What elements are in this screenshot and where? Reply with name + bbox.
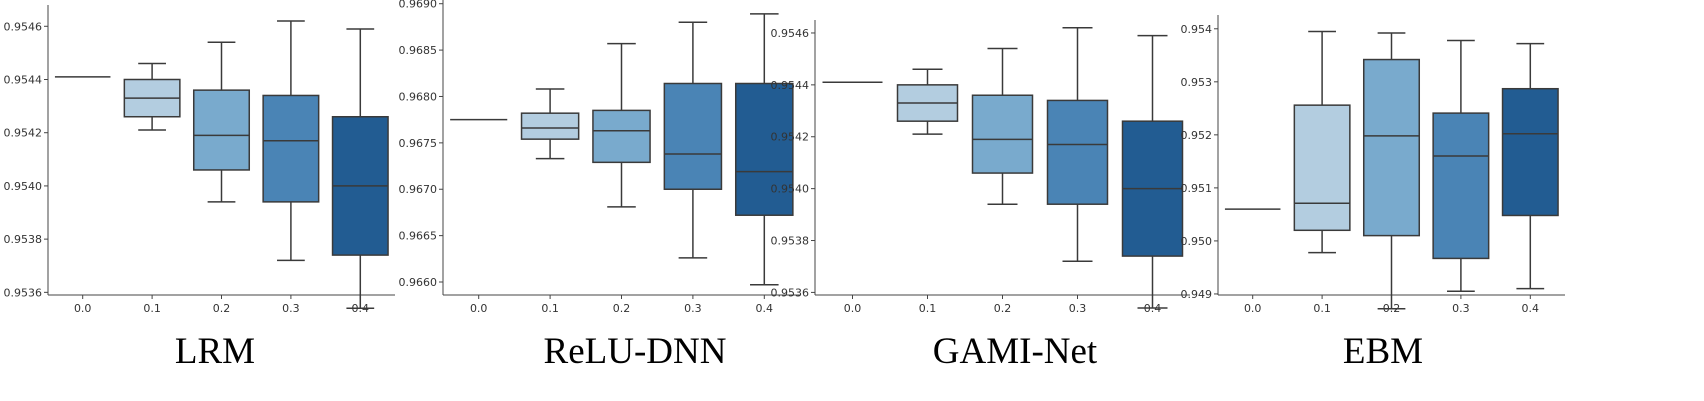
box-0.2 — [592, 42, 651, 208]
y-tick-label: 0.9542 — [771, 131, 810, 144]
x-tick-label: 0.4 — [756, 302, 774, 315]
panel-lrm: 0.9536 0.9538 0.9540 0.9542 0.9544 0.9546 0.0 0… — [4, 5, 395, 315]
y-tick-label: 0.9540 — [771, 183, 810, 196]
iqr-box — [734, 82, 794, 216]
panel-title-gami-net: GAMI-Net — [932, 331, 1098, 372]
y-tick-label: 0.9538 — [771, 235, 810, 248]
y-tick-label: 0.9685 — [399, 44, 438, 57]
y-tick-label: 0.9546 — [771, 27, 810, 40]
x-tick-label: 0.0 — [470, 302, 488, 315]
panel-gami-net: 0.9536 0.9538 0.9540 0.9542 0.9544 0.9546 0.0 0… — [771, 20, 1190, 315]
iqr-box — [1432, 112, 1490, 260]
iqr-box — [520, 112, 580, 140]
y-tick-label: 0.9544 — [771, 79, 810, 92]
iqr-box — [262, 94, 320, 203]
y-tick-label: 0.953 — [1181, 76, 1213, 89]
y-tick-label: 0.9690 — [399, 0, 438, 11]
x-tick-label: 0.2 — [213, 302, 231, 315]
y-tick-label: 0.9680 — [399, 90, 438, 103]
x-tick-label: 0.1 — [143, 302, 161, 315]
y-tick-label: 0.9546 — [4, 20, 43, 33]
box-0.1 — [1293, 30, 1351, 254]
panel-title-lrm: LRM — [174, 331, 256, 372]
x-tick-label: 0.1 — [1313, 302, 1331, 315]
y-tick-label: 0.9660 — [399, 276, 438, 289]
iqr-box — [1046, 99, 1109, 205]
y-tick-label: 0.951 — [1181, 182, 1213, 195]
x-tick-label: 0.4 — [1522, 302, 1540, 315]
box-0.1 — [520, 88, 580, 160]
box-0.4 — [734, 13, 794, 286]
x-tick-label: 0.0 — [844, 302, 862, 315]
y-tick-label: 0.9665 — [399, 230, 438, 243]
box-0.2 — [1362, 32, 1421, 310]
y-tick-label: 0.954 — [1181, 23, 1213, 36]
iqr-box — [1362, 58, 1421, 237]
x-tick-label: 0.0 — [1244, 302, 1262, 315]
panel-relu-dnn: 0.9660 0.9665 0.9670 0.9675 0.9680 0.9685 0.96… — [399, 0, 800, 315]
iqr-box — [663, 82, 723, 190]
y-tick-label: 0.9536 — [4, 286, 43, 299]
x-tick-label: 0.3 — [282, 302, 300, 315]
y-tick-label: 0.952 — [1181, 129, 1213, 142]
y-tick-label: 0.949 — [1181, 288, 1213, 301]
box-0.1 — [123, 62, 181, 131]
x-tick-label: 0.0 — [74, 302, 92, 315]
iqr-box — [971, 94, 1034, 174]
x-tick-label: 0.3 — [1452, 302, 1470, 315]
y-tick-label: 0.9544 — [4, 73, 43, 86]
y-tick-label: 0.9536 — [771, 286, 810, 299]
box-0.1 — [896, 68, 959, 135]
box-0.3 — [663, 21, 723, 259]
x-tick-label: 0.1 — [919, 302, 937, 315]
x-tick-label: 0.2 — [994, 302, 1012, 315]
x-tick-label: 0.1 — [541, 302, 559, 315]
y-tick-label: 0.9542 — [4, 127, 43, 140]
panel-title-ebm: EBM — [1342, 331, 1424, 372]
box-0.3 — [1432, 39, 1490, 293]
y-tick-label: 0.9538 — [4, 233, 43, 246]
panel-title-relu-dnn: ReLU-DNN — [543, 331, 727, 372]
box-0.3 — [1046, 27, 1109, 263]
box-0.3 — [262, 20, 320, 262]
iqr-box — [1501, 87, 1559, 217]
x-tick-label: 0.2 — [613, 302, 631, 315]
y-tick-label: 0.9670 — [399, 183, 438, 196]
box-0.4 — [1121, 34, 1184, 309]
box-0.2 — [192, 41, 251, 203]
box-0.4 — [1501, 42, 1559, 290]
box-0.4 — [331, 28, 389, 310]
iqr-box — [592, 109, 651, 164]
box-0.2 — [971, 47, 1034, 205]
panel-ebm: 0.9490.9500.9510.9520.9530.9540.00.10.20… — [1181, 15, 1565, 315]
x-tick-label: 0.3 — [1069, 302, 1087, 315]
iqr-box — [1293, 104, 1351, 232]
iqr-box — [192, 89, 251, 171]
x-tick-label: 0.3 — [684, 302, 702, 315]
y-tick-label: 0.9540 — [4, 180, 43, 193]
y-tick-label: 0.950 — [1181, 235, 1213, 248]
y-tick-label: 0.9675 — [399, 137, 438, 150]
